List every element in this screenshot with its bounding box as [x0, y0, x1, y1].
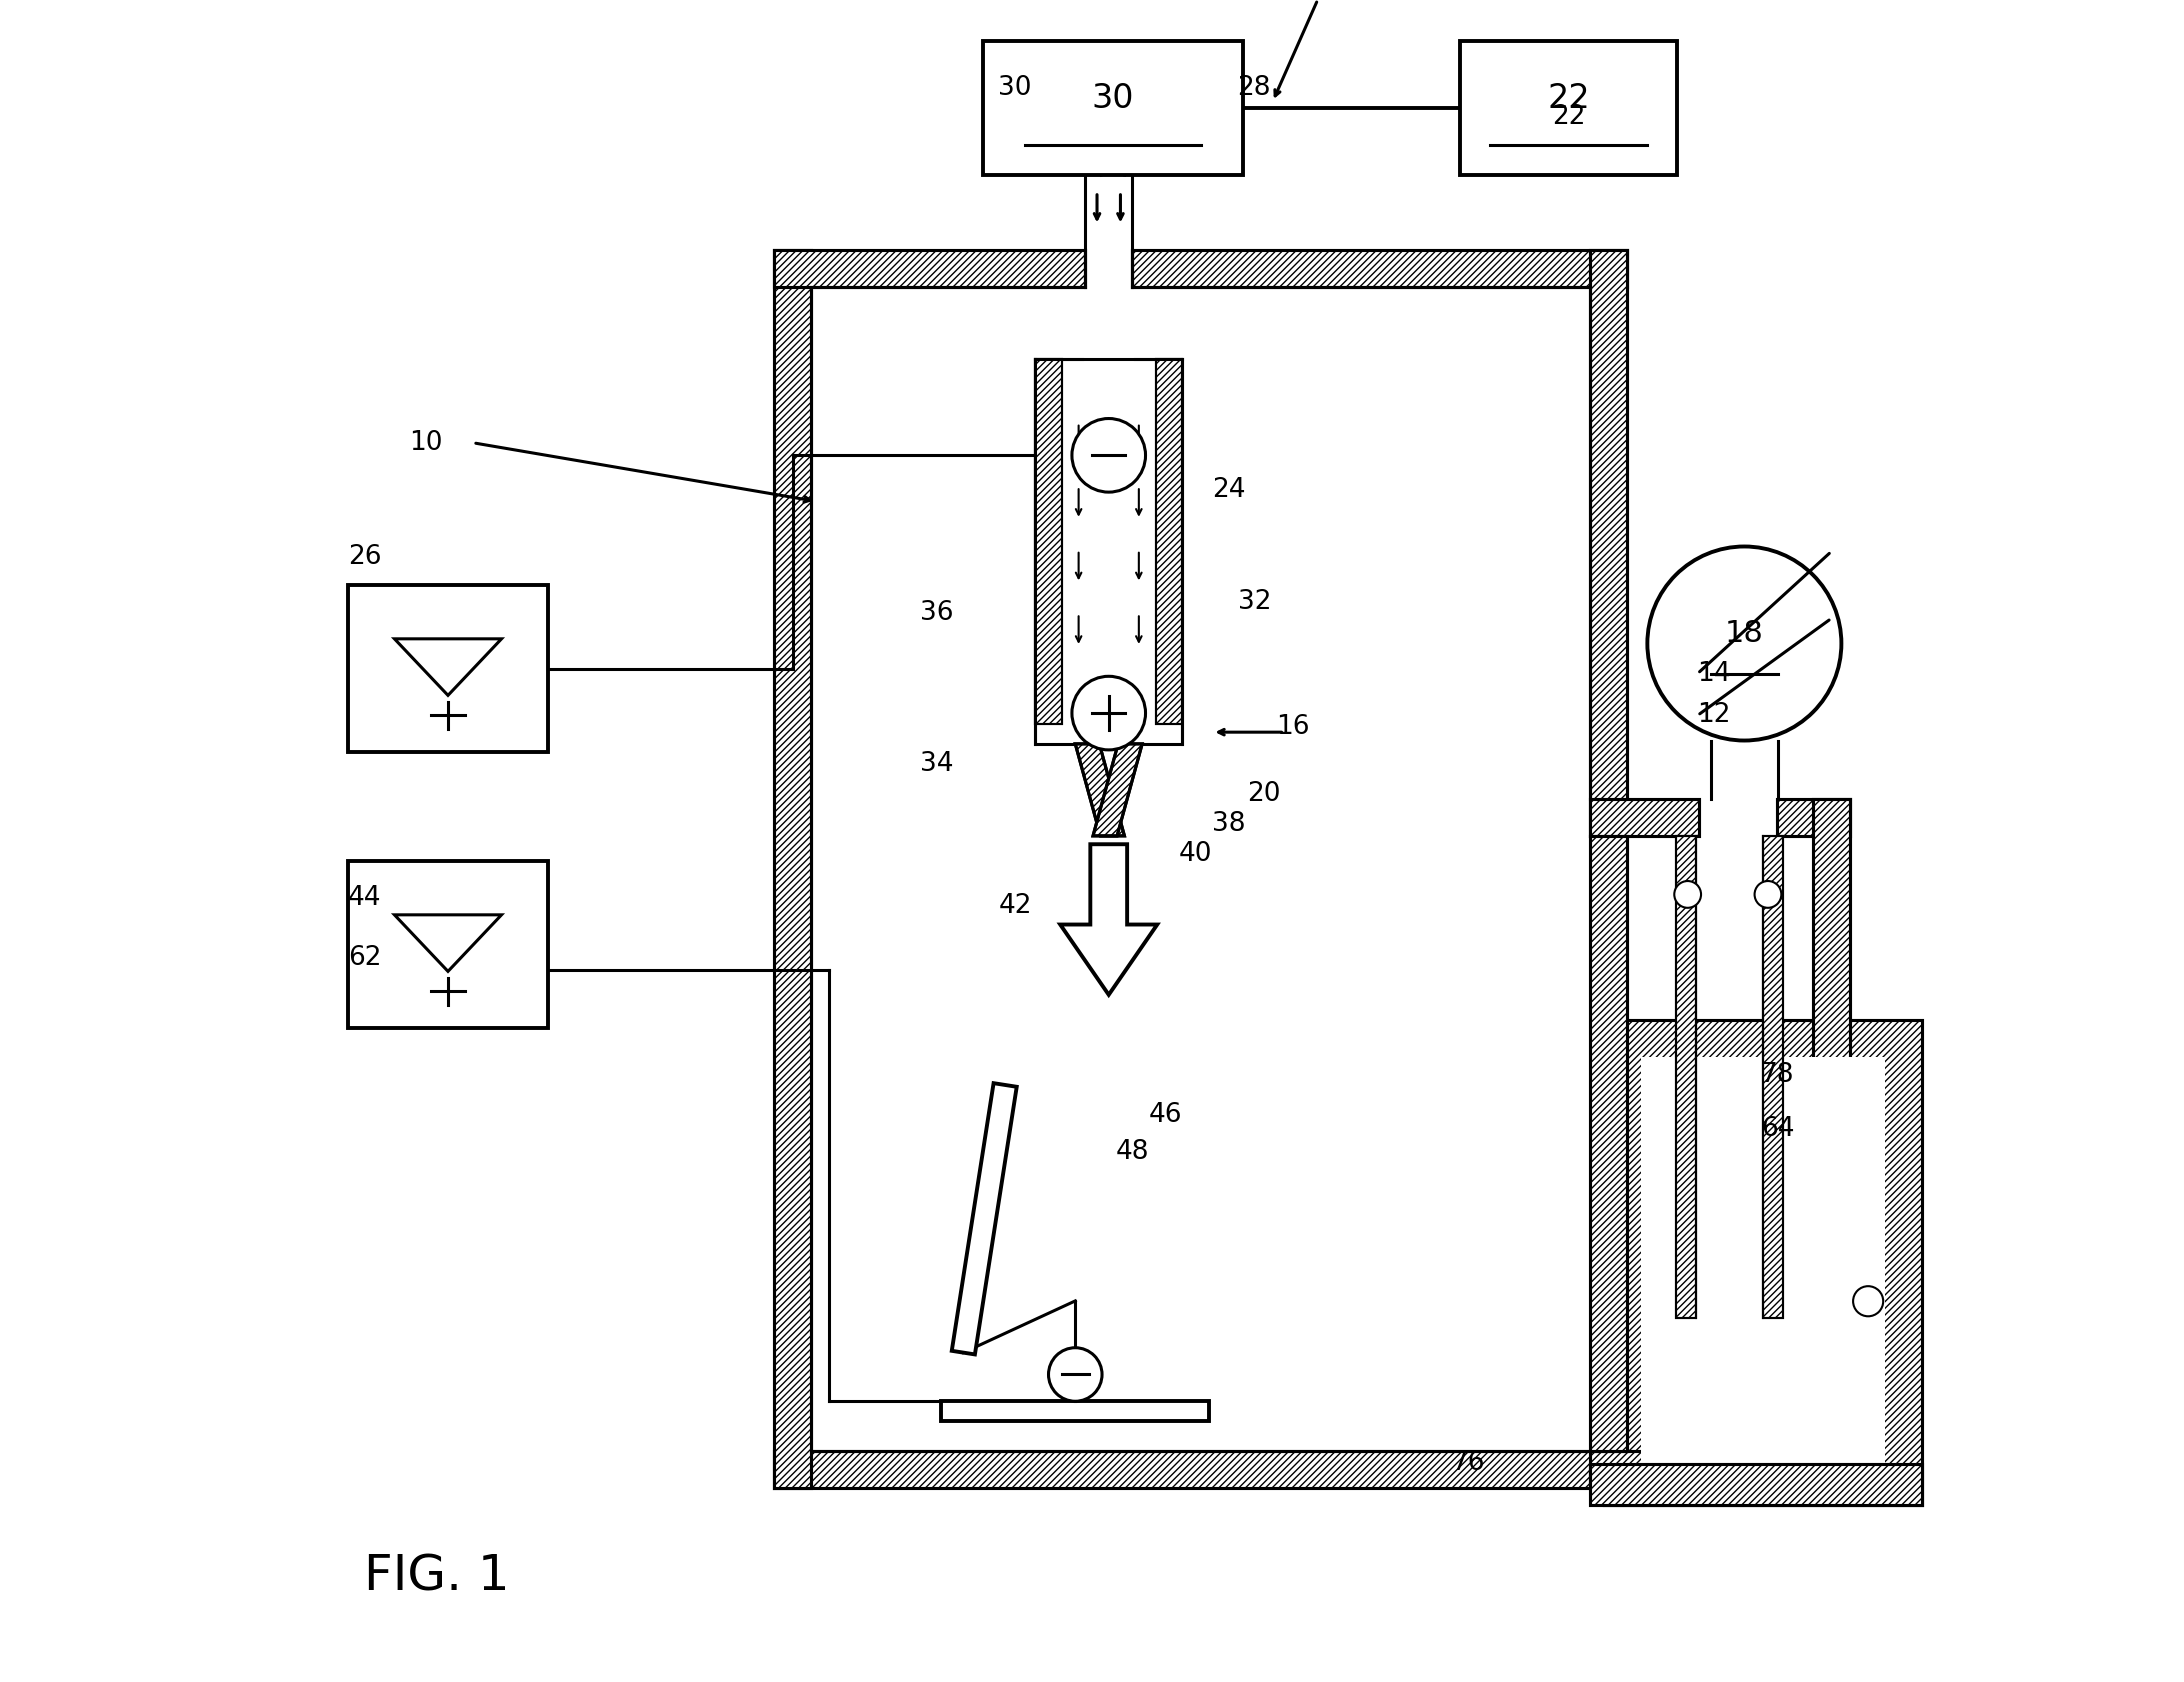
Bar: [1590, 799, 1699, 836]
Text: 22: 22: [1553, 104, 1586, 130]
Bar: [1131, 251, 1627, 288]
Text: FIG. 1: FIG. 1: [365, 1552, 511, 1601]
Text: 34: 34: [919, 750, 952, 777]
Text: 38: 38: [1212, 811, 1245, 838]
Text: 24: 24: [1212, 476, 1245, 503]
Circle shape: [1675, 881, 1701, 908]
Text: 20: 20: [1247, 780, 1282, 807]
Text: 76: 76: [1452, 1450, 1485, 1477]
Text: 46: 46: [1149, 1102, 1182, 1129]
Bar: [773, 251, 810, 1489]
Bar: [1640, 1056, 1885, 1468]
Bar: [1590, 1465, 1922, 1505]
Polygon shape: [1092, 743, 1142, 836]
Bar: [773, 251, 1085, 288]
Bar: [1035, 360, 1182, 743]
Polygon shape: [952, 1083, 1018, 1354]
Text: 42: 42: [998, 893, 1031, 918]
Text: 16: 16: [1275, 715, 1310, 740]
Bar: [1778, 799, 1850, 836]
Text: 12: 12: [1697, 703, 1732, 728]
Bar: [1590, 799, 1699, 836]
Bar: [1603, 1019, 1922, 1505]
Bar: [1590, 1452, 1850, 1489]
Bar: [1675, 836, 1697, 1317]
Polygon shape: [1075, 743, 1125, 836]
Bar: [1155, 360, 1182, 723]
Bar: [1590, 251, 1627, 836]
Text: 62: 62: [347, 945, 382, 971]
Bar: [1590, 251, 1627, 836]
Bar: [1155, 360, 1182, 723]
Text: 30: 30: [998, 76, 1031, 101]
Circle shape: [1072, 676, 1147, 750]
Text: 10: 10: [411, 431, 443, 456]
Bar: [1813, 799, 1850, 1489]
Text: 22: 22: [1546, 82, 1590, 114]
Bar: [773, 1452, 1627, 1489]
Bar: [1590, 1452, 1850, 1489]
Bar: [1461, 42, 1677, 175]
Text: 36: 36: [919, 600, 952, 626]
Bar: [1813, 799, 1850, 1489]
Circle shape: [1852, 1287, 1883, 1317]
Text: 44: 44: [347, 885, 382, 910]
Bar: [1590, 836, 1627, 1452]
Bar: [1778, 799, 1850, 836]
Bar: [347, 585, 548, 752]
Bar: [347, 861, 548, 1028]
Text: 78: 78: [1760, 1061, 1795, 1088]
Bar: [941, 1401, 1210, 1421]
Text: 32: 32: [1238, 589, 1271, 614]
Text: 40: 40: [1179, 841, 1212, 868]
Bar: [773, 251, 810, 1489]
Bar: [1590, 1465, 1922, 1505]
Text: 48: 48: [1116, 1139, 1149, 1166]
Bar: [1035, 360, 1061, 723]
Bar: [773, 251, 1085, 288]
Bar: [1131, 251, 1627, 288]
Circle shape: [1754, 881, 1782, 908]
Circle shape: [1048, 1347, 1103, 1401]
Text: 18: 18: [1725, 619, 1765, 648]
Bar: [1590, 836, 1627, 1452]
Bar: [773, 1452, 1627, 1489]
Bar: [1035, 360, 1061, 723]
Text: 28: 28: [1238, 76, 1271, 101]
Bar: [983, 42, 1243, 175]
Bar: [1762, 836, 1782, 1317]
Text: 14: 14: [1697, 661, 1732, 686]
Circle shape: [1647, 547, 1841, 740]
Text: 26: 26: [347, 543, 382, 570]
Text: 64: 64: [1760, 1115, 1795, 1142]
Bar: [1603, 1019, 1922, 1505]
Circle shape: [1072, 419, 1147, 493]
Bar: [1675, 836, 1697, 1317]
Polygon shape: [1059, 844, 1158, 994]
Text: 30: 30: [1092, 82, 1133, 114]
Bar: [1762, 836, 1782, 1317]
